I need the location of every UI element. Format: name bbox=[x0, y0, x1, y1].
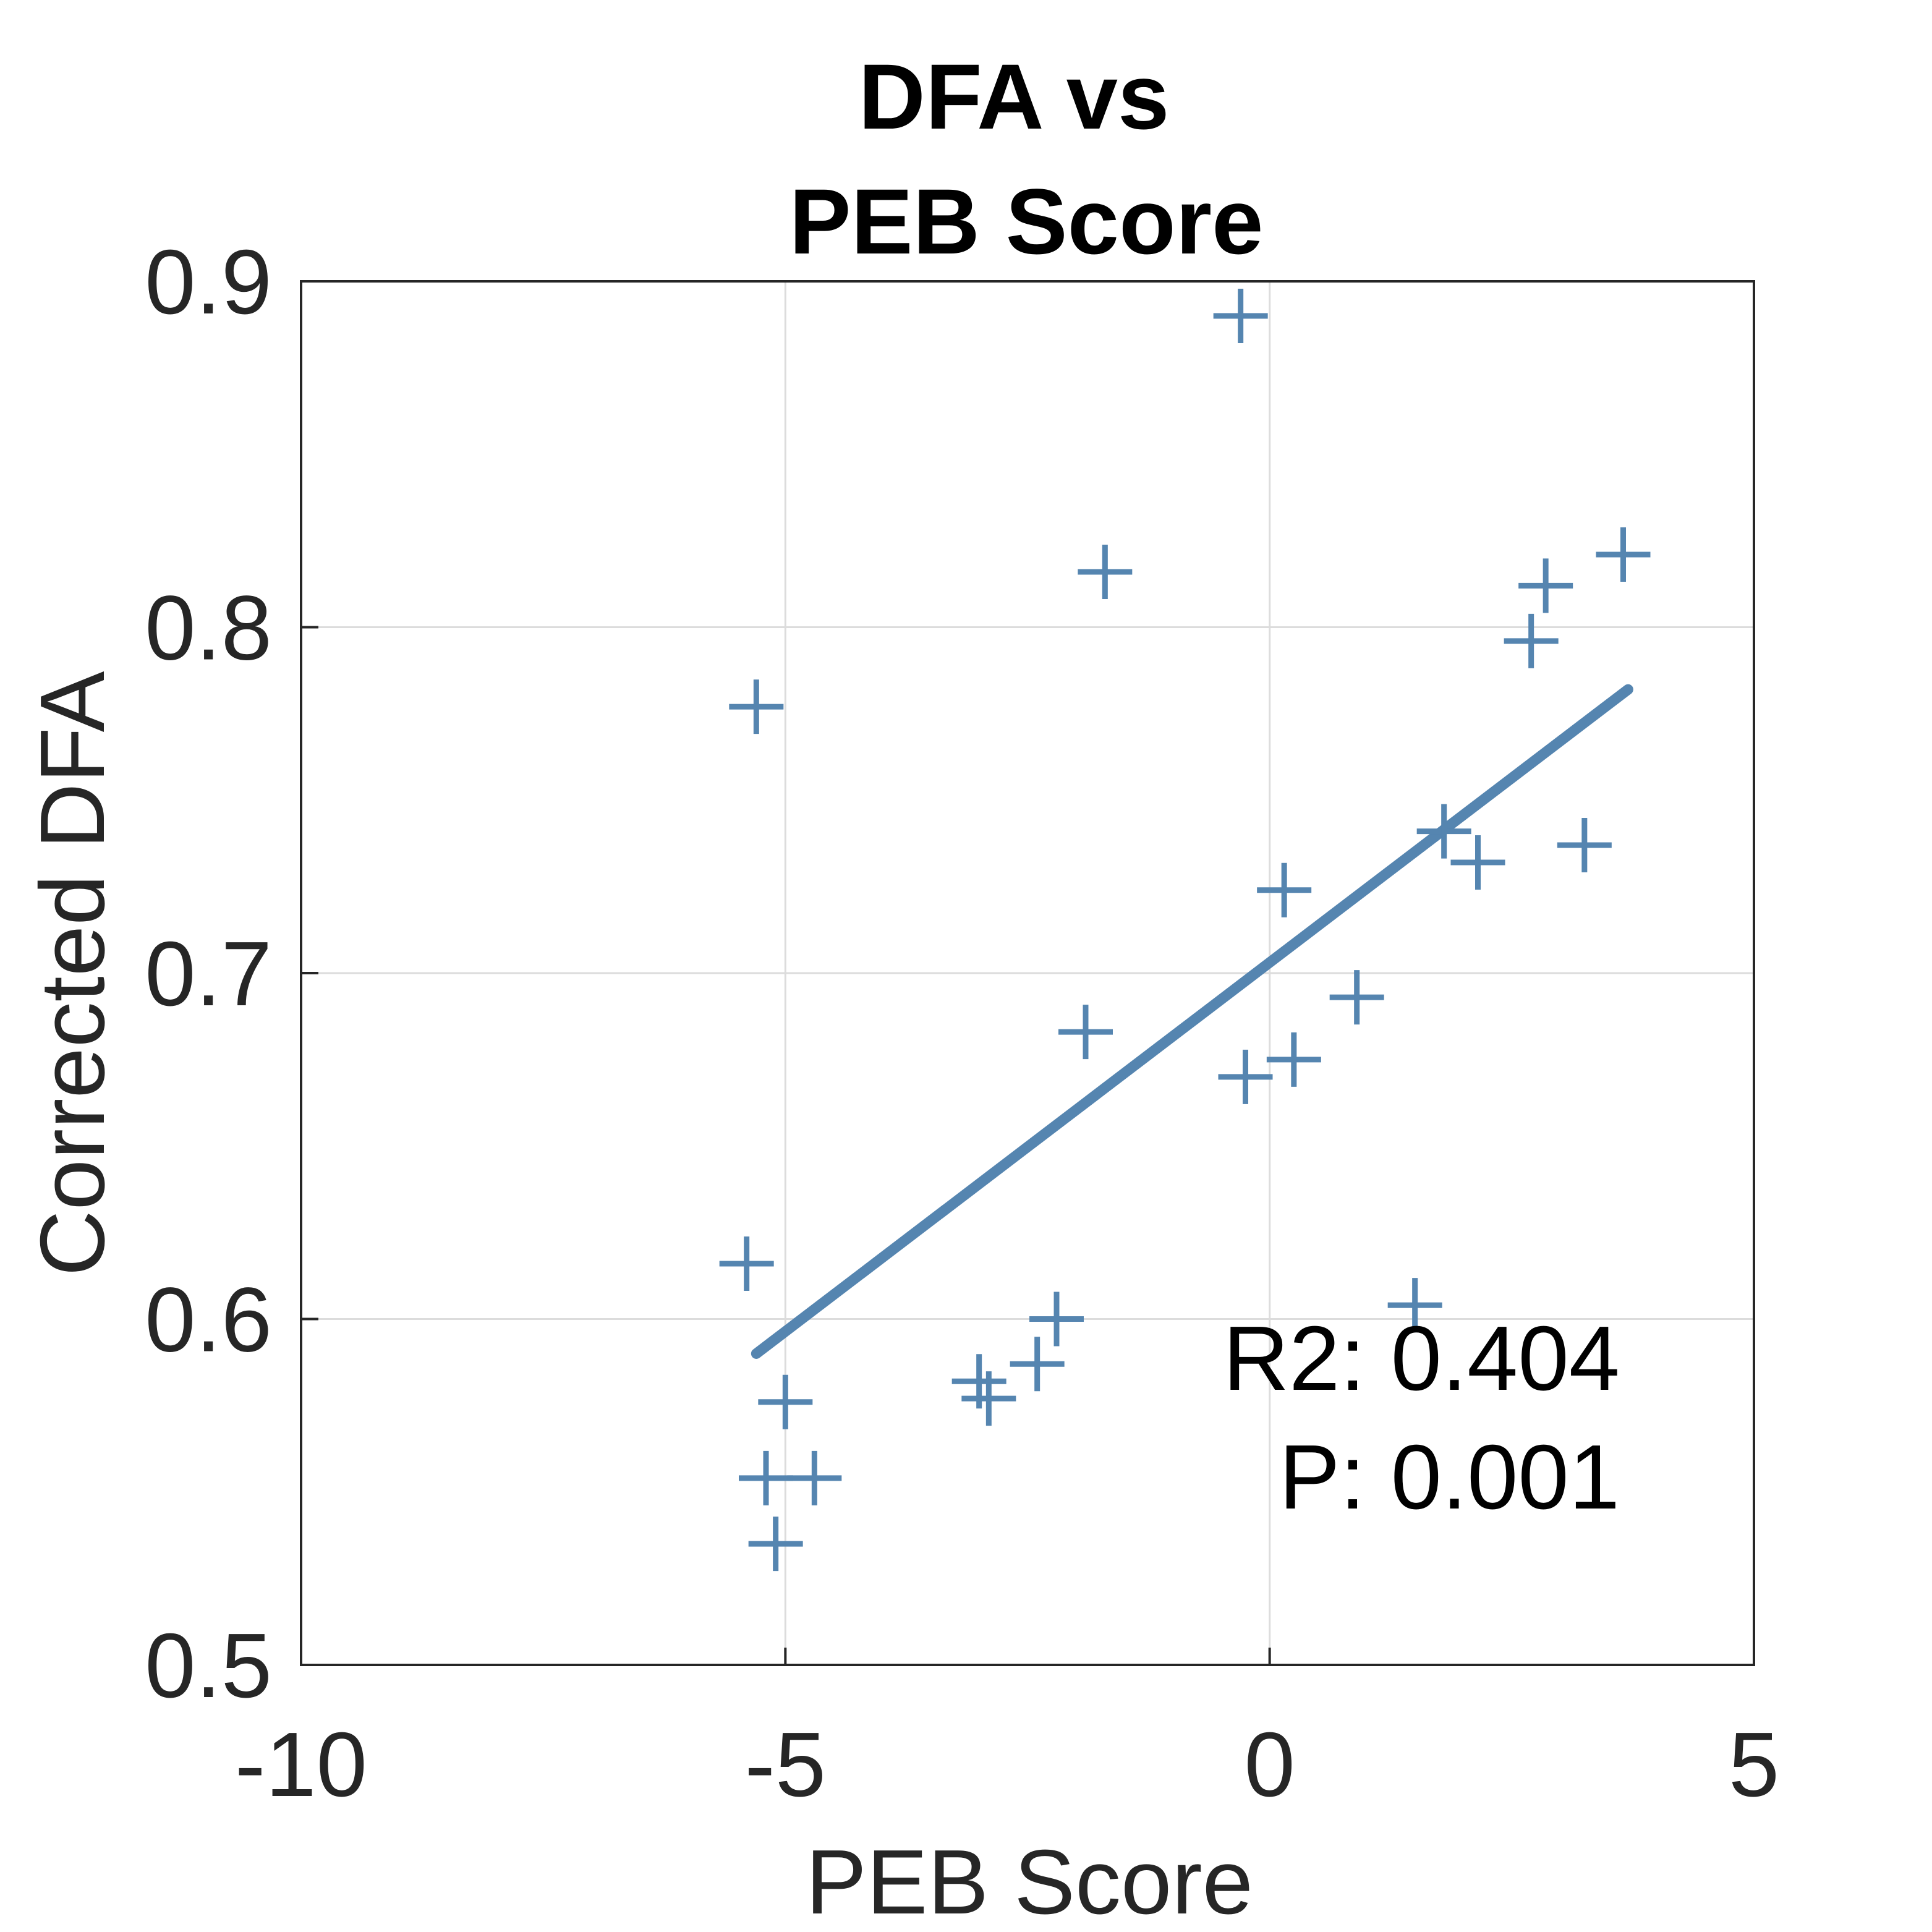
regression-line bbox=[751, 684, 1633, 1359]
data-point bbox=[1257, 862, 1312, 917]
data-points bbox=[719, 288, 1651, 1572]
x-tick-label: -10 bbox=[235, 1714, 367, 1816]
data-point bbox=[1058, 1005, 1113, 1060]
data-point bbox=[961, 1371, 1016, 1426]
r2-annotation: R2: 0.404 bbox=[1223, 1308, 1620, 1410]
data-point bbox=[1329, 970, 1384, 1025]
data-point bbox=[1518, 558, 1573, 613]
data-point bbox=[719, 1236, 774, 1291]
data-point bbox=[1218, 1049, 1273, 1104]
data-point bbox=[1078, 544, 1133, 599]
y-tick-label: 0.8 bbox=[145, 577, 272, 679]
data-point bbox=[1010, 1337, 1065, 1392]
data-point bbox=[1213, 288, 1268, 343]
data-point bbox=[1557, 817, 1612, 872]
data-point bbox=[758, 1374, 813, 1429]
data-point bbox=[748, 1517, 803, 1572]
data-point bbox=[1504, 613, 1559, 668]
y-axis-label: Corrected DFA bbox=[22, 671, 124, 1276]
x-tick-label: 5 bbox=[1729, 1714, 1779, 1816]
data-point bbox=[1029, 1292, 1084, 1347]
x-axis-label: PEB Score bbox=[806, 1831, 1253, 1932]
y-tick-label: 0.6 bbox=[145, 1269, 272, 1371]
y-tick-label: 0.9 bbox=[145, 231, 272, 333]
data-point bbox=[1416, 804, 1471, 859]
data-point bbox=[1596, 527, 1651, 582]
chart-title-line-1: DFA vs bbox=[859, 45, 1170, 148]
data-point bbox=[787, 1450, 842, 1505]
data-point bbox=[739, 1450, 793, 1505]
p-value-annotation: P: 0.001 bbox=[1279, 1426, 1620, 1528]
y-tick-label: 0.5 bbox=[145, 1615, 272, 1717]
chart-title-line-2: PEB Score bbox=[789, 169, 1264, 273]
x-tick-label: -5 bbox=[745, 1714, 827, 1816]
y-tick-labels: 0.5 0.6 0.7 0.8 0.9 bbox=[145, 231, 272, 1717]
y-tick-label: 0.7 bbox=[145, 923, 272, 1025]
axis-ticks bbox=[300, 280, 1755, 1666]
data-point bbox=[729, 679, 784, 734]
data-point bbox=[1387, 1278, 1442, 1333]
x-tick-label: 0 bbox=[1245, 1714, 1295, 1816]
data-point bbox=[1266, 1032, 1321, 1087]
x-tick-labels: -10 -5 0 5 bbox=[235, 1714, 1779, 1816]
data-point bbox=[1450, 835, 1505, 890]
